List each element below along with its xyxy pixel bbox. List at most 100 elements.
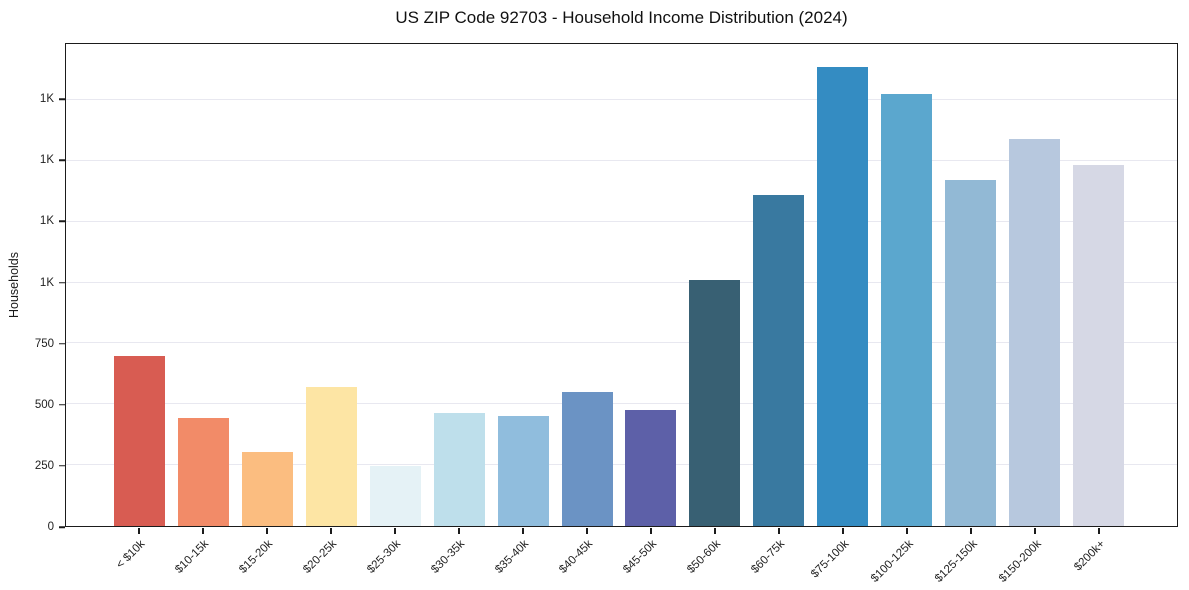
x-tick-mark	[714, 528, 716, 534]
bar-$150-200k	[1008, 138, 1060, 526]
x-label-slot: $15-20k	[235, 529, 299, 587]
x-tick-slot	[363, 528, 427, 535]
x-tick-label: $30-35k	[429, 538, 468, 576]
bar-$15-20k	[242, 451, 294, 526]
x-tick-mark	[778, 528, 780, 534]
bar-slot	[1002, 44, 1066, 526]
x-label-slot: $35-40k	[491, 529, 555, 587]
y-tick-mark	[59, 526, 65, 528]
x-label-slot: $200k+	[1067, 529, 1131, 587]
bar-$40-45k	[561, 392, 613, 526]
bar-slot	[427, 44, 491, 526]
bar-slot	[364, 44, 428, 526]
x-tick-label: $125-150k	[932, 538, 980, 585]
x-label-slot: < $10k	[107, 529, 171, 587]
x-tick-mark	[906, 528, 908, 534]
x-tick-label: < $10k	[114, 538, 148, 572]
bar-< $10k	[114, 355, 166, 526]
bar-$20-25k	[306, 387, 358, 526]
x-axis-tick-labels: < $10k $10-15k $15-20k $20-25k $25-30k $30-35…	[65, 529, 1178, 587]
x-tick-label: $35-40k	[493, 538, 532, 576]
x-tick-label: $150-200k	[996, 538, 1044, 585]
bars-container	[66, 44, 1177, 526]
y-tick-label: 500	[34, 398, 54, 411]
x-tick-slot	[235, 528, 299, 535]
gridline	[66, 342, 1177, 344]
bar-slot	[236, 44, 300, 526]
y-tick-label: 1K	[39, 215, 54, 228]
x-tick-slot	[683, 528, 747, 535]
y-tick-label: 0	[47, 521, 54, 533]
x-tick-slot	[747, 528, 811, 535]
bar-$125-150k	[944, 180, 996, 526]
x-tick-label: $45-50k	[621, 538, 660, 576]
x-tick-slot	[619, 528, 683, 535]
y-tick-label: 1K	[39, 276, 54, 289]
gridline	[66, 159, 1177, 161]
x-label-slot: $40-45k	[555, 529, 619, 587]
y-tick-label: 250	[34, 459, 54, 472]
x-tick-label: $10-15k	[173, 538, 212, 576]
bar-$30-35k	[433, 412, 485, 526]
x-tick-mark	[1034, 528, 1036, 534]
y-tick-label: 750	[34, 337, 54, 350]
x-tick-label: $40-45k	[557, 538, 596, 576]
y-tick-mark	[59, 404, 65, 406]
x-label-slot: $30-35k	[427, 529, 491, 587]
bar-$35-40k	[497, 416, 549, 526]
x-tick-label: $75-100k	[809, 538, 852, 581]
y-tick-mark	[59, 465, 65, 467]
bar-slot	[555, 44, 619, 526]
x-tick-mark	[266, 528, 268, 534]
y-tick-mark	[59, 98, 65, 100]
bar-slot	[491, 44, 555, 526]
gridline	[66, 220, 1177, 222]
x-tick-slot	[1067, 528, 1131, 535]
x-tick-slot	[491, 528, 555, 535]
bar-slot	[1066, 44, 1130, 526]
x-tick-label: $60-75k	[749, 538, 788, 576]
x-tick-slot	[555, 528, 619, 535]
bar-$200k+	[1072, 164, 1124, 526]
x-tick-slot	[1003, 528, 1067, 535]
x-axis-tick-marks	[65, 528, 1178, 535]
x-label-slot: $100-125k	[869, 529, 939, 587]
bar-slot	[172, 44, 236, 526]
chart-title: US ZIP Code 92703 - Household Income Dis…	[395, 8, 848, 27]
x-label-slot: $25-30k	[363, 529, 427, 587]
x-tick-mark	[970, 528, 972, 534]
y-tick-mark	[59, 342, 65, 345]
bar-$10-15k	[178, 417, 230, 526]
x-tick-label: $200k+	[1072, 538, 1108, 574]
x-label-slot: $20-25k	[299, 529, 363, 587]
bar-slot	[683, 44, 747, 526]
x-tick-label: $20-25k	[301, 538, 340, 576]
gridline	[66, 403, 1177, 405]
bar-$60-75k	[753, 194, 805, 526]
x-tick-mark	[330, 528, 332, 534]
bar-slot	[938, 44, 1002, 526]
x-tick-mark	[458, 528, 460, 534]
bar-slot	[875, 44, 939, 526]
x-label-slot: $45-50k	[619, 529, 683, 587]
bar-slot	[300, 44, 364, 526]
x-tick-mark	[138, 528, 140, 534]
x-tick-slot	[875, 528, 939, 535]
y-tick-label: 1K	[39, 154, 54, 167]
gridline	[66, 281, 1177, 283]
y-tick-mark	[59, 281, 65, 284]
x-label-slot: $75-100k	[809, 529, 875, 587]
x-tick-mark	[650, 528, 652, 534]
x-tick-slot	[107, 528, 171, 535]
bar-slot	[619, 44, 683, 526]
x-tick-mark	[394, 528, 396, 534]
bar-slot	[108, 44, 172, 526]
bar-$50-60k	[689, 280, 741, 526]
x-label-slot: $50-60k	[683, 529, 747, 587]
x-tick-mark	[522, 528, 524, 534]
x-tick-mark	[1098, 528, 1100, 534]
x-tick-slot	[811, 528, 875, 535]
bar-$75-100k	[817, 67, 869, 526]
y-tick-mark	[59, 159, 65, 162]
